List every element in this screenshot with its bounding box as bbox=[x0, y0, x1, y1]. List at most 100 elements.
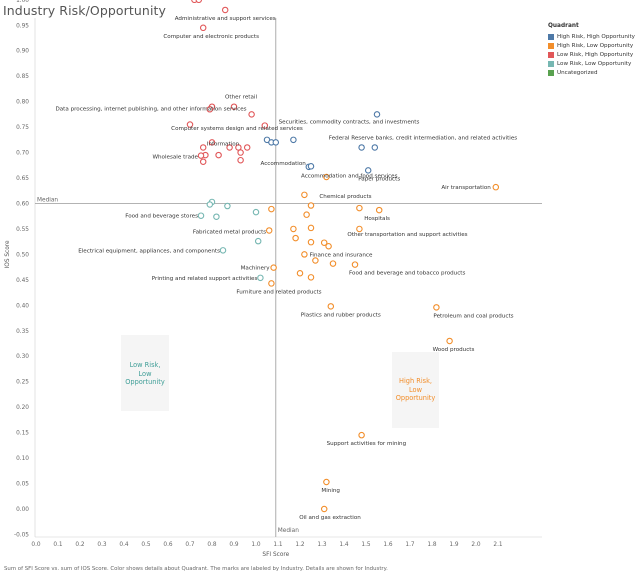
data-point[interactable] bbox=[224, 202, 231, 210]
legend-item-lh[interactable]: Low Risk, High Opportunity bbox=[548, 50, 635, 59]
y-tick-label: 1.00 bbox=[16, 0, 29, 4]
legend-swatch bbox=[548, 51, 554, 58]
y-tick-label: 0.95 bbox=[16, 23, 29, 29]
data-point[interactable] bbox=[199, 158, 207, 165]
data-point[interactable] bbox=[312, 257, 319, 264]
legend-label: High Risk, High Opportunity bbox=[557, 33, 635, 40]
data-point[interactable] bbox=[215, 151, 222, 159]
data-point[interactable] bbox=[221, 6, 229, 14]
data-point[interactable] bbox=[303, 211, 310, 218]
x-tick-label: 0.4 bbox=[119, 542, 129, 548]
data-point[interactable] bbox=[375, 206, 383, 214]
data-point[interactable] bbox=[243, 144, 251, 151]
data-label: Oil and gas extraction bbox=[299, 515, 361, 521]
x-tick-label: 1.5 bbox=[361, 542, 371, 548]
y-tick-label: 0.90 bbox=[16, 49, 29, 55]
data-point[interactable] bbox=[364, 167, 372, 174]
data-point[interactable] bbox=[226, 144, 233, 151]
legend-swatch bbox=[548, 60, 554, 67]
data-point[interactable] bbox=[320, 505, 328, 513]
legend-item-ll[interactable]: Low Risk, Low Opportunity bbox=[548, 59, 635, 68]
legend-swatch bbox=[548, 33, 554, 40]
legend-swatch bbox=[548, 69, 554, 76]
data-label: Air transportation bbox=[441, 185, 491, 191]
chart-title: Industry Risk/Opportunity bbox=[3, 3, 167, 18]
data-point[interactable] bbox=[252, 208, 260, 216]
data-label: Electrical equipment, appliances, and co… bbox=[78, 248, 220, 254]
data-point[interactable] bbox=[195, 0, 203, 4]
data-point[interactable] bbox=[356, 204, 363, 212]
data-point[interactable] bbox=[248, 111, 255, 118]
data-point[interactable] bbox=[351, 261, 359, 268]
data-point[interactable] bbox=[206, 106, 214, 113]
data-point[interactable] bbox=[307, 224, 315, 232]
data-label: Computer systems design and related serv… bbox=[171, 126, 303, 132]
data-point[interactable] bbox=[356, 225, 363, 233]
data-label: Support activities for mining bbox=[327, 441, 407, 447]
chart-caption: Sum of SFI Score vs. sum of IOS Score. C… bbox=[4, 566, 388, 572]
data-point[interactable] bbox=[199, 144, 207, 151]
data-point[interactable] bbox=[290, 136, 297, 144]
data-point[interactable] bbox=[213, 213, 220, 220]
data-point[interactable] bbox=[371, 144, 379, 151]
data-point[interactable] bbox=[257, 274, 264, 282]
data-point[interactable] bbox=[237, 156, 244, 164]
data-point[interactable] bbox=[230, 103, 238, 110]
legend-swatch bbox=[548, 42, 554, 49]
data-point[interactable] bbox=[323, 478, 330, 486]
data-point[interactable] bbox=[433, 304, 440, 311]
data-label: Fabricated metal products bbox=[193, 229, 266, 235]
y-axis-label: IOS Score bbox=[5, 240, 11, 268]
x-tick-label: 1.9 bbox=[449, 542, 459, 548]
data-point[interactable] bbox=[325, 243, 332, 250]
y-tick-label: 0.15 bbox=[16, 431, 29, 437]
data-point[interactable] bbox=[206, 201, 214, 208]
data-label: Securities, commodity contracts, and inv… bbox=[279, 119, 420, 125]
y-tick-label: 0.85 bbox=[16, 74, 29, 80]
legend-title: Quadrant bbox=[548, 23, 579, 29]
y-tick-label: 0.80 bbox=[16, 100, 29, 106]
data-point[interactable] bbox=[197, 152, 205, 159]
data-label: Wholesale trade bbox=[152, 155, 198, 161]
data-point[interactable] bbox=[296, 269, 304, 277]
data-point[interactable] bbox=[261, 122, 269, 129]
data-point[interactable] bbox=[290, 225, 297, 233]
data-point[interactable] bbox=[307, 274, 315, 281]
data-point[interactable] bbox=[268, 205, 275, 213]
data-point[interactable] bbox=[272, 139, 280, 146]
data-point[interactable] bbox=[292, 234, 299, 242]
data-point[interactable] bbox=[199, 24, 207, 32]
data-point[interactable] bbox=[301, 191, 308, 199]
data-point[interactable] bbox=[307, 238, 315, 246]
legend-item-hl[interactable]: High Risk, Low Opportunity bbox=[548, 41, 635, 50]
x-tick-label: 1.3 bbox=[317, 542, 327, 548]
data-point[interactable] bbox=[329, 260, 337, 267]
data-point[interactable] bbox=[237, 149, 244, 156]
median-y-label: Median bbox=[37, 197, 58, 203]
data-point[interactable] bbox=[197, 212, 205, 219]
legend-item-uncategorized[interactable]: Uncategorized bbox=[548, 68, 635, 77]
data-point[interactable] bbox=[254, 237, 262, 245]
legend-item-hh[interactable]: High Risk, High Opportunity bbox=[548, 32, 635, 41]
data-point[interactable] bbox=[219, 247, 227, 254]
legend: Quadrant High Risk, High Opportunity Hig… bbox=[548, 23, 635, 77]
y-tick-label: 0.55 bbox=[16, 227, 29, 233]
data-point[interactable] bbox=[320, 239, 328, 246]
data-point[interactable] bbox=[373, 111, 381, 118]
data-point[interactable] bbox=[208, 139, 216, 146]
data-point[interactable] bbox=[270, 264, 277, 271]
data-point[interactable] bbox=[323, 173, 330, 181]
x-tick-label: 1.4 bbox=[339, 542, 349, 548]
data-point[interactable] bbox=[307, 202, 315, 209]
data-point[interactable] bbox=[301, 251, 308, 258]
data-point[interactable] bbox=[327, 303, 335, 310]
data-point[interactable] bbox=[446, 337, 453, 345]
data-point[interactable] bbox=[265, 227, 273, 234]
data-point[interactable] bbox=[186, 121, 194, 128]
data-label: Federal Reserve banks, credit intermedia… bbox=[329, 135, 517, 141]
data-point[interactable] bbox=[268, 280, 275, 287]
data-point[interactable] bbox=[492, 183, 500, 191]
data-point[interactable] bbox=[358, 144, 365, 151]
data-point[interactable] bbox=[307, 163, 315, 170]
data-point[interactable] bbox=[358, 431, 365, 439]
